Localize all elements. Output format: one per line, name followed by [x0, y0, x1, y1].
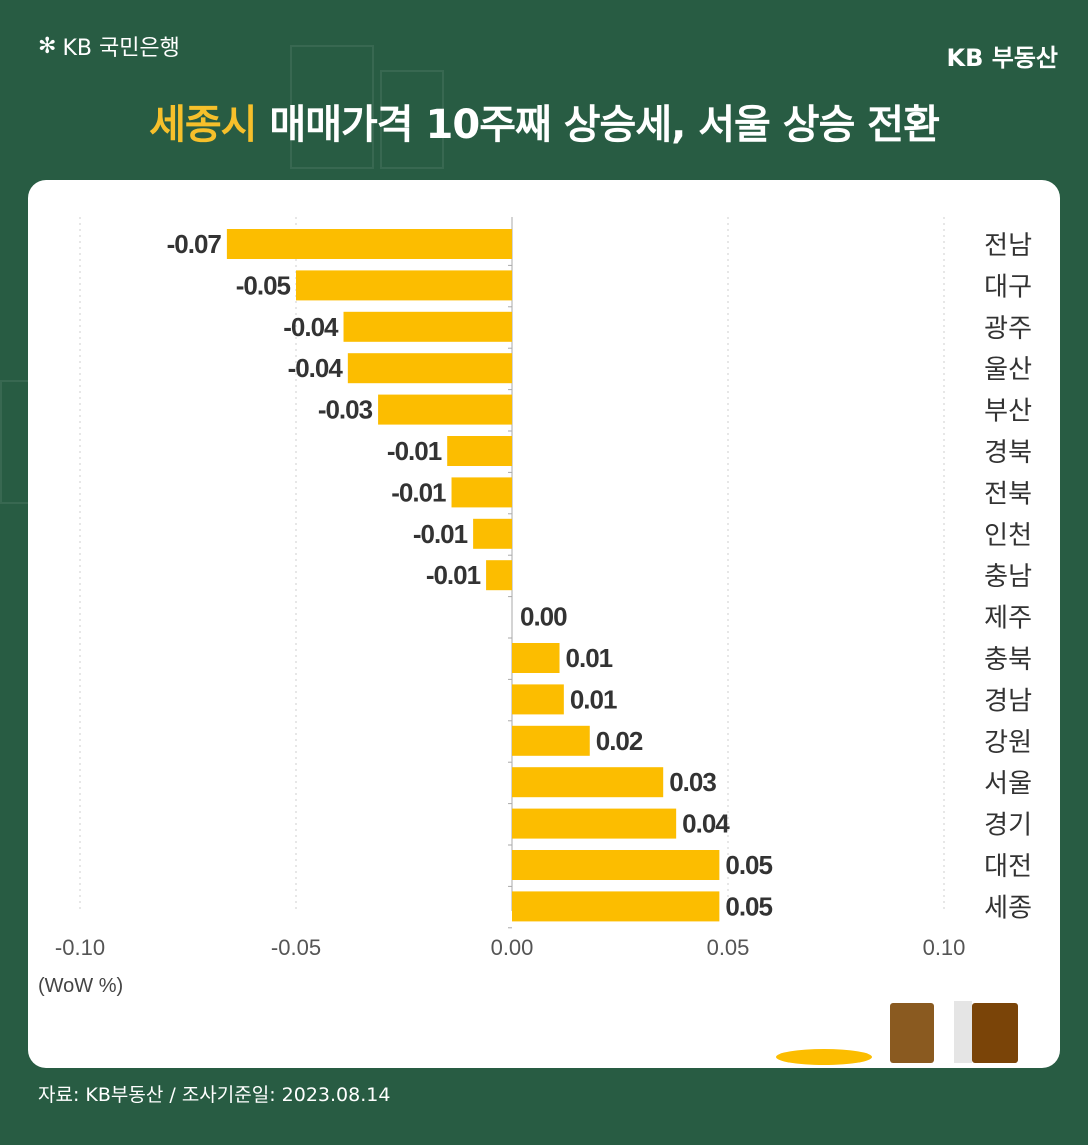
chart-panel: -0.10 -0.05 0.00 0.05 0.10 (WoW %) -0.07 전남 -0.0…: [28, 180, 1060, 1068]
x-tick-label: 0.00: [491, 935, 534, 960]
x-tick-label: -0.10: [55, 935, 105, 960]
bar-chart: -0.10 -0.05 0.00 0.05 0.10 (WoW %) -0.07 전남 -0.0…: [38, 217, 1032, 997]
value-label: -0.04: [283, 312, 339, 342]
value-label: 0.02: [596, 726, 643, 756]
category-label: 대전: [984, 852, 1032, 882]
category-label: 충북: [984, 645, 1032, 675]
bar-광주: [343, 311, 512, 342]
bar-전북: [451, 477, 512, 508]
bar-대구: [296, 270, 512, 301]
category-label: 인천: [984, 521, 1032, 551]
page-title: 세종시 매매가격 10주째 상승세, 서울 상승 전환: [0, 92, 1088, 150]
category-label: 경남: [984, 686, 1032, 716]
bar-세종: [512, 891, 720, 922]
value-label: 0.05: [725, 850, 772, 880]
bar-경북: [447, 436, 512, 466]
value-label: 0.01: [570, 684, 617, 714]
title-rest: 매매가격 10주째 상승세, 서울 상승 전환: [256, 102, 940, 148]
category-label: 충남: [984, 562, 1032, 592]
bar-경남: [512, 684, 564, 715]
bar-충북: [512, 643, 560, 673]
logo-text: KB 국민은행: [62, 36, 180, 61]
value-label: 0.05: [725, 891, 772, 921]
background-building-decoration: [290, 45, 374, 169]
value-label: -0.04: [288, 353, 344, 383]
title-highlight: 세종시: [149, 102, 257, 148]
bar-부산: [378, 394, 512, 425]
bar-전남: [226, 229, 512, 259]
value-label: -0.03: [318, 395, 373, 425]
value-label: -0.01: [387, 436, 442, 466]
value-label: -0.01: [426, 560, 481, 590]
category-label: 전남: [984, 231, 1032, 261]
category-label: 경기: [984, 811, 1032, 841]
bar-경기: [512, 808, 677, 839]
kb-star-icon: ✻: [38, 33, 57, 59]
category-label: 세종: [984, 893, 1032, 923]
x-tick-label: 0.05: [707, 935, 750, 960]
category-label: 강원: [984, 728, 1032, 758]
value-label: 0.04: [682, 809, 730, 839]
bar-인천: [473, 518, 512, 549]
category-label: 제주: [984, 604, 1032, 634]
x-tick-label: 0.10: [923, 935, 966, 960]
value-label: 0.01: [566, 643, 613, 673]
value-label: -0.01: [413, 519, 468, 549]
category-label: 대구: [984, 272, 1032, 302]
value-label: 0.03: [669, 767, 716, 797]
value-label: -0.07: [167, 229, 222, 259]
source-note: 자료: KB부동산 / 조사기준일: 2023.08.14: [38, 1084, 391, 1106]
value-label: -0.05: [236, 270, 291, 300]
x-tick-label: -0.05: [271, 935, 321, 960]
bar-충남: [486, 560, 512, 591]
background-house-decoration: [0, 380, 30, 504]
category-label: 경북: [984, 438, 1032, 468]
category-label: 서울: [984, 769, 1032, 799]
x-axis-label: (WoW %): [38, 975, 123, 997]
value-label: 0.00: [520, 602, 567, 632]
category-label: 부산: [984, 397, 1032, 427]
background-building-decoration: [380, 70, 444, 169]
value-label: -0.01: [391, 477, 446, 507]
brand-label: KB 부동산: [946, 44, 1059, 72]
bar-강원: [512, 725, 590, 756]
kb-bank-logo: ✻ KB 국민은행: [38, 30, 180, 62]
coin-books-decoration: [776, 1001, 1018, 1065]
category-label: 울산: [984, 355, 1032, 385]
category-label: 전북: [984, 479, 1032, 509]
bar-서울: [512, 767, 664, 798]
category-label: 광주: [984, 314, 1032, 344]
bar-대전: [512, 850, 720, 880]
bar-울산: [347, 353, 512, 384]
